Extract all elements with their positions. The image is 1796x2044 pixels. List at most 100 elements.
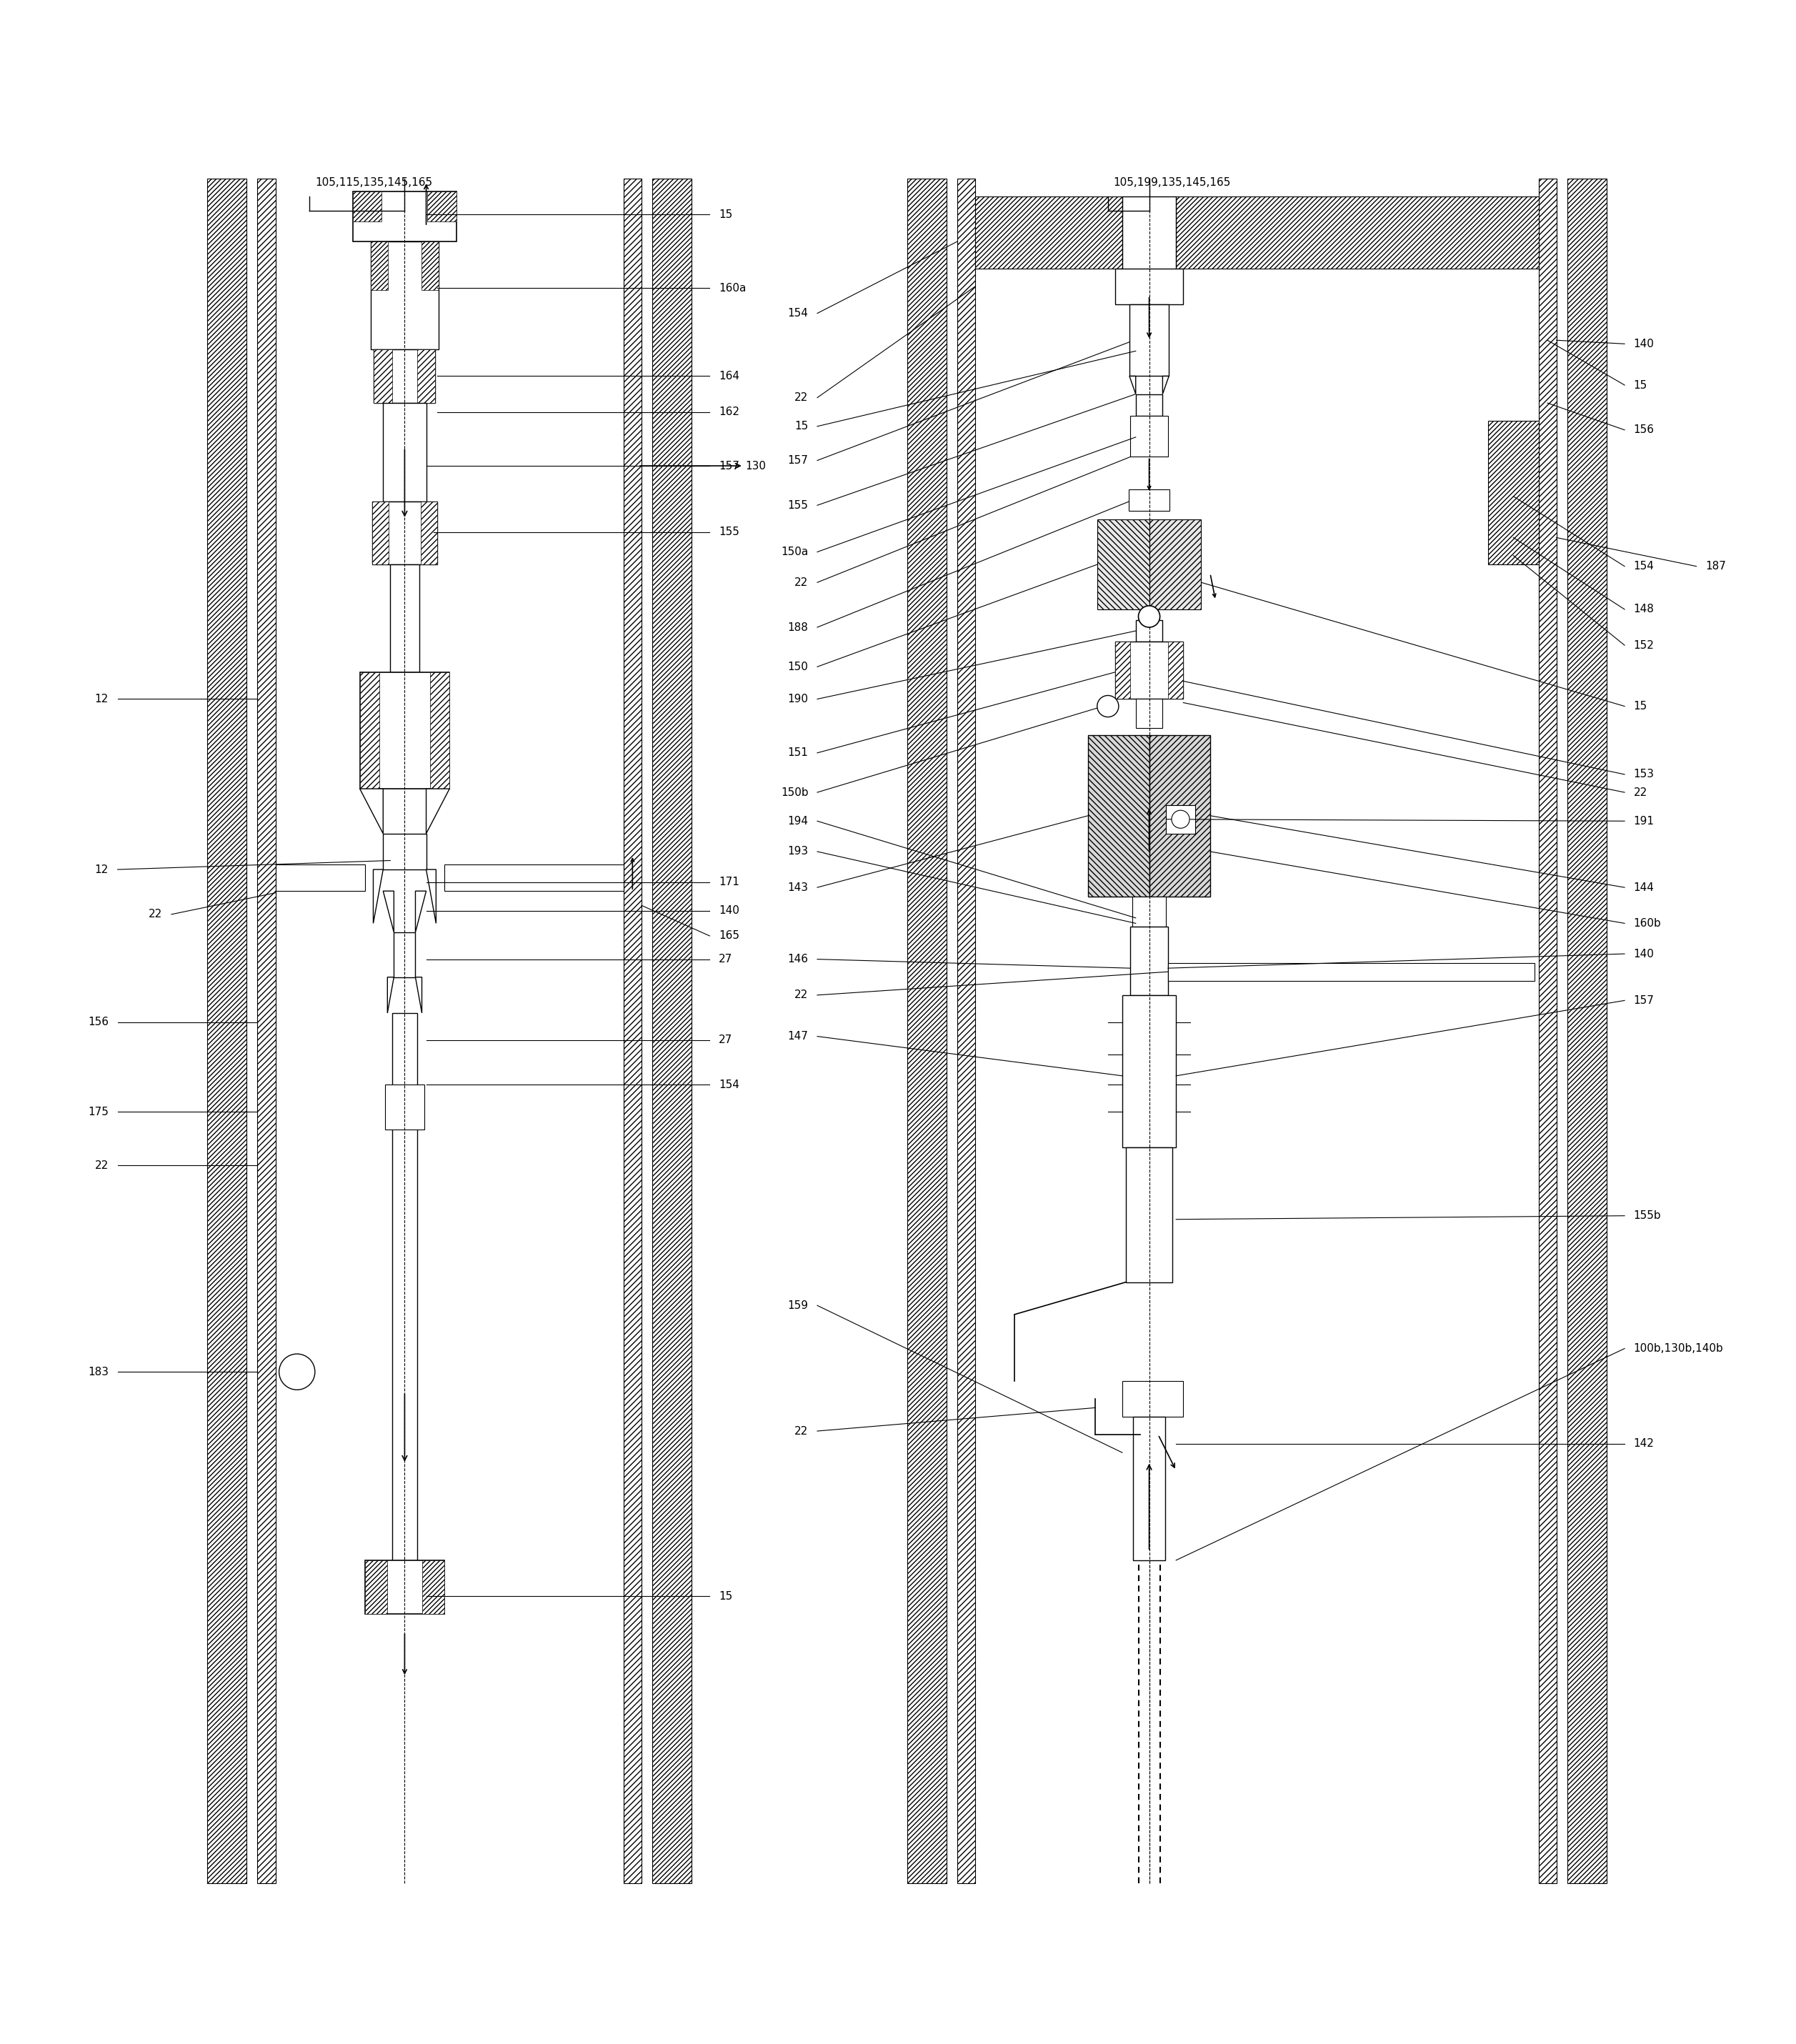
Text: 12: 12	[95, 865, 108, 875]
Text: 183: 183	[88, 1367, 108, 1378]
Text: 193: 193	[787, 846, 808, 856]
Bar	[370, 241, 388, 290]
Text: 22: 22	[149, 910, 162, 920]
Polygon shape	[1162, 376, 1169, 394]
Bar	[374, 350, 435, 403]
Circle shape	[1139, 605, 1160, 628]
Bar	[1135, 394, 1162, 415]
Bar	[383, 403, 426, 501]
Text: 154: 154	[788, 309, 808, 319]
Bar	[1130, 415, 1167, 458]
Bar	[1135, 619, 1162, 642]
Text: 147: 147	[788, 1030, 808, 1042]
Text: 105,199,135,145,165: 105,199,135,145,165	[1114, 178, 1230, 188]
Bar	[1167, 963, 1536, 981]
Text: 146: 146	[788, 955, 808, 965]
Text: 162: 162	[718, 407, 740, 417]
Text: 157: 157	[788, 456, 808, 466]
Text: 194: 194	[788, 816, 808, 826]
Text: 22: 22	[1634, 787, 1647, 797]
Text: 175: 175	[88, 1106, 108, 1118]
Text: 22: 22	[794, 576, 808, 589]
Text: 156: 156	[88, 1016, 108, 1028]
Text: 22: 22	[95, 1161, 108, 1171]
Text: 151: 151	[788, 748, 808, 758]
Bar	[1131, 897, 1166, 926]
Polygon shape	[415, 891, 426, 932]
Bar	[444, 865, 623, 891]
Text: 171: 171	[718, 877, 740, 887]
Text: 27: 27	[718, 955, 733, 965]
Text: 105,115,135,145,165: 105,115,135,145,165	[314, 178, 433, 188]
Bar	[1128, 489, 1169, 511]
Bar	[383, 834, 426, 869]
Text: 22: 22	[794, 1427, 808, 1437]
Polygon shape	[426, 789, 449, 834]
Text: 156: 156	[1634, 425, 1654, 435]
Bar	[907, 178, 946, 1883]
Bar	[1135, 699, 1162, 728]
Bar	[1115, 642, 1130, 699]
Circle shape	[1171, 809, 1189, 828]
Text: 15: 15	[1634, 701, 1647, 711]
Text: 153: 153	[1634, 769, 1654, 779]
Text: 155b: 155b	[1634, 1210, 1661, 1220]
Bar	[386, 1085, 424, 1130]
Text: 164: 164	[718, 370, 740, 382]
Text: 15: 15	[718, 208, 733, 221]
Bar	[392, 1014, 417, 1596]
Text: 15: 15	[718, 1590, 733, 1600]
Bar	[359, 672, 379, 789]
Text: 190: 190	[788, 693, 808, 705]
Bar	[1176, 196, 1539, 268]
Text: 140: 140	[718, 905, 740, 916]
Circle shape	[1097, 695, 1119, 717]
Bar	[352, 192, 456, 241]
Text: 165: 165	[718, 930, 740, 940]
Bar	[1126, 1147, 1173, 1282]
Polygon shape	[359, 789, 383, 834]
Bar	[359, 672, 449, 789]
Bar	[429, 672, 449, 789]
Bar	[365, 1560, 388, 1615]
Text: 15: 15	[794, 421, 808, 431]
Text: 148: 148	[1634, 603, 1654, 615]
Text: 191: 191	[1634, 816, 1654, 826]
Bar	[372, 501, 436, 564]
Polygon shape	[1130, 376, 1135, 394]
Text: 140: 140	[1634, 339, 1654, 350]
Bar	[1115, 642, 1184, 699]
Text: 150: 150	[788, 662, 808, 672]
Text: 143: 143	[788, 883, 808, 893]
Bar	[1088, 736, 1149, 897]
Bar	[420, 501, 436, 564]
Text: 155: 155	[788, 501, 808, 511]
Polygon shape	[388, 977, 393, 1014]
Text: 15: 15	[1634, 380, 1647, 390]
Text: 159: 159	[788, 1300, 808, 1310]
Bar	[1133, 1416, 1166, 1560]
Text: 144: 144	[1634, 883, 1654, 893]
Bar	[275, 865, 365, 891]
Bar	[207, 178, 246, 1883]
Text: 100b,130b,140b: 100b,130b,140b	[1634, 1343, 1724, 1353]
Bar	[1130, 305, 1169, 376]
Bar	[365, 1560, 444, 1615]
Bar	[1149, 519, 1202, 609]
Bar	[370, 241, 438, 350]
Bar	[417, 350, 435, 403]
Polygon shape	[374, 869, 383, 924]
Bar	[1539, 178, 1557, 1883]
Bar	[422, 1560, 444, 1615]
Bar	[975, 196, 1122, 268]
Polygon shape	[383, 891, 393, 932]
Bar	[1489, 421, 1539, 564]
Text: 160a: 160a	[718, 282, 745, 294]
Text: 150a: 150a	[781, 546, 808, 558]
Bar	[372, 501, 388, 564]
Bar	[1122, 1382, 1184, 1416]
Text: 157: 157	[1634, 995, 1654, 1006]
Bar	[1115, 268, 1184, 305]
Text: 187: 187	[1706, 560, 1726, 572]
Bar	[427, 192, 456, 221]
